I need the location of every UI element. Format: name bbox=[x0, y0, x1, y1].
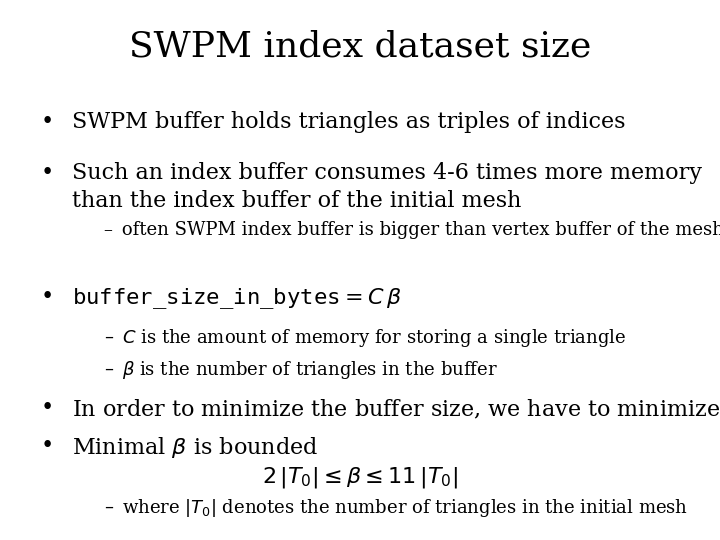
Text: •: • bbox=[40, 162, 53, 184]
Text: Such an index buffer consumes 4-6 times more memory
than the index buffer of the: Such an index buffer consumes 4-6 times … bbox=[72, 162, 702, 212]
Text: $2\,|T_0|\leq\beta\leq 11\,|T_0|$: $2\,|T_0|\leq\beta\leq 11\,|T_0|$ bbox=[262, 465, 458, 490]
Text: – often SWPM index buffer is bigger than vertex buffer of the mesh: – often SWPM index buffer is bigger than… bbox=[104, 221, 720, 239]
Text: In order to minimize the buffer size, we have to minimize $\beta$: In order to minimize the buffer size, we… bbox=[72, 397, 720, 422]
Text: $\mathtt{buffer\_size\_in\_bytes} = C\,\beta$: $\mathtt{buffer\_size\_in\_bytes} = C\,\… bbox=[72, 286, 402, 311]
Text: •: • bbox=[40, 286, 53, 308]
Text: •: • bbox=[40, 435, 53, 457]
Text: – where $|T_0|$ denotes the number of triangles in the initial mesh: – where $|T_0|$ denotes the number of tr… bbox=[104, 497, 688, 519]
Text: SWPM index dataset size: SWPM index dataset size bbox=[129, 30, 591, 64]
Text: •: • bbox=[40, 111, 53, 133]
Text: – $C$ is the amount of memory for storing a single triangle: – $C$ is the amount of memory for storin… bbox=[104, 327, 626, 349]
Text: Minimal $\beta$ is bounded: Minimal $\beta$ is bounded bbox=[72, 435, 318, 460]
Text: •: • bbox=[40, 397, 53, 419]
Text: SWPM buffer holds triangles as triples of indices: SWPM buffer holds triangles as triples o… bbox=[72, 111, 626, 133]
Text: – $\beta$ is the number of triangles in the buffer: – $\beta$ is the number of triangles in … bbox=[104, 359, 498, 381]
